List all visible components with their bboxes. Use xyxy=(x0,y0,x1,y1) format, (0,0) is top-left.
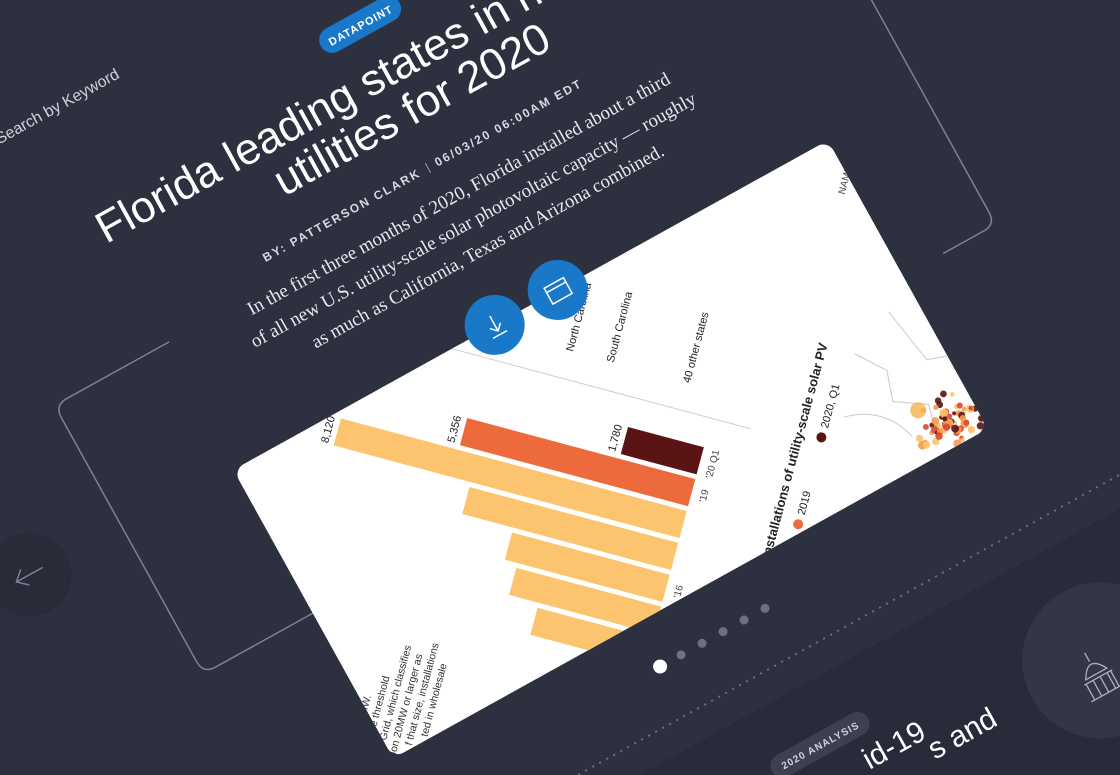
map-dot xyxy=(922,441,931,449)
map-dot xyxy=(963,419,970,426)
map-dot xyxy=(960,437,965,443)
map-dot xyxy=(934,397,942,404)
x-label: '16 xyxy=(672,584,686,600)
map-dot xyxy=(956,402,963,409)
map-dot xyxy=(935,432,943,440)
map-dot xyxy=(947,413,953,419)
column xyxy=(462,486,679,570)
prev-frame xyxy=(58,341,319,671)
legend-swatch xyxy=(816,432,827,443)
map-dot xyxy=(949,391,955,397)
map-dot xyxy=(931,438,940,446)
column xyxy=(509,567,662,634)
map-dot xyxy=(942,423,951,431)
column xyxy=(620,426,704,475)
map-dot xyxy=(936,423,941,428)
pager-dot[interactable] xyxy=(738,614,750,626)
map-dot xyxy=(931,417,940,425)
open-icon xyxy=(543,276,574,306)
pager-dot[interactable] xyxy=(696,637,708,649)
separator xyxy=(431,342,751,430)
map-dot xyxy=(952,411,957,416)
next-badge[interactable] xyxy=(766,708,874,775)
card-bg xyxy=(233,140,988,759)
open-circle[interactable] xyxy=(517,249,599,331)
map-dot xyxy=(915,434,924,443)
column xyxy=(504,532,670,602)
column xyxy=(459,418,696,507)
byline-divider xyxy=(424,162,432,174)
prev-button[interactable] xyxy=(0,518,87,632)
topic-circle[interactable] xyxy=(994,554,1120,766)
map-border xyxy=(844,311,958,445)
map-dot xyxy=(940,390,947,398)
map-dot xyxy=(933,404,939,410)
open-button[interactable] xyxy=(517,249,599,331)
capitol-icon xyxy=(1083,652,1120,703)
pager xyxy=(651,602,771,676)
pager-dot[interactable] xyxy=(759,602,771,614)
map-dot xyxy=(962,406,967,411)
topic-button[interactable] xyxy=(994,554,1120,766)
next-frame xyxy=(628,0,993,255)
map-dot xyxy=(976,422,985,430)
map-dot xyxy=(942,416,948,422)
pager-dot[interactable] xyxy=(651,657,670,676)
map-dot xyxy=(968,405,974,411)
map-dot xyxy=(959,414,967,422)
download-button[interactable] xyxy=(454,284,536,366)
map xyxy=(844,311,988,450)
map-highlight xyxy=(910,402,927,419)
card-clip: NAME installations of utility-scale sola… xyxy=(233,140,988,759)
card[interactable]: NAME installations of utility-scale sola… xyxy=(23,8,1120,775)
arrow-icon xyxy=(15,566,43,586)
map-dot xyxy=(967,425,976,434)
divider xyxy=(500,234,1120,775)
download-icon xyxy=(489,315,508,340)
map-dot xyxy=(951,424,960,433)
badge[interactable] xyxy=(315,0,406,58)
legend-swatch xyxy=(793,519,804,530)
pager-dot[interactable] xyxy=(675,649,687,661)
x-label: '19 xyxy=(698,488,712,504)
map-dot xyxy=(939,408,949,418)
map-dot xyxy=(922,423,929,430)
column xyxy=(333,418,687,539)
pager-dot[interactable] xyxy=(717,626,729,638)
